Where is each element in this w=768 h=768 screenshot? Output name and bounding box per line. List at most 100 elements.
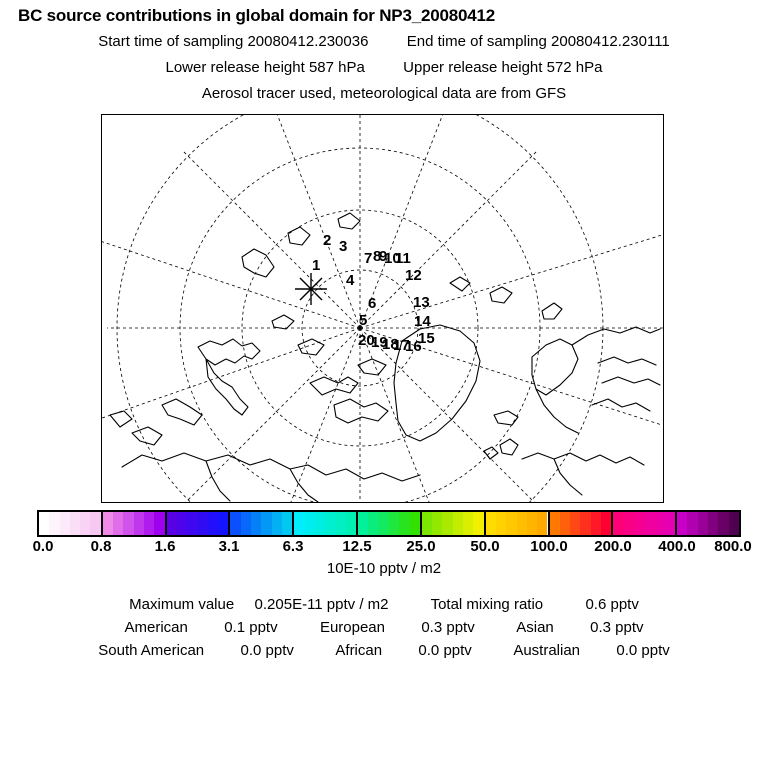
colorbar-step xyxy=(358,512,369,535)
colorbar-step xyxy=(687,512,698,535)
trajectory-label-16: 16 xyxy=(405,338,422,355)
colorbar-step xyxy=(526,512,538,535)
colorbar-segment-3 xyxy=(230,512,295,535)
sampling-time-row: Start time of sampling 20080412.230036 E… xyxy=(0,33,768,50)
longitude-graticule xyxy=(102,115,663,502)
trajectory-label-6: 6 xyxy=(368,295,377,312)
colorbar-step xyxy=(251,512,262,535)
colorbar-step xyxy=(432,512,443,535)
stats-row-regions-1: American 0.1 pptv European 0.3 pptv Asia… xyxy=(0,619,768,636)
colorbar-step xyxy=(207,512,219,535)
coastlines xyxy=(109,212,661,502)
colorbar-step xyxy=(261,512,272,535)
colorbar-step xyxy=(473,512,484,535)
colorbar-segment-0 xyxy=(39,512,103,535)
colorbar-segment-8 xyxy=(549,512,614,535)
colorbar-step xyxy=(633,512,645,535)
region-value-australian: 0.0 pptv xyxy=(616,642,670,659)
trajectory-label-15: 15 xyxy=(418,330,435,347)
trajectory-label-4: 4 xyxy=(346,272,355,289)
colorbar-step xyxy=(388,512,400,535)
colorbar-step xyxy=(59,512,70,535)
colorbar-step xyxy=(49,512,60,535)
colorbar-step xyxy=(144,512,155,535)
lower-release-value: 587 hPa xyxy=(308,59,365,76)
colorbar-tick-100.0: 100.0 xyxy=(530,538,568,555)
trajectory-label-20: 20 xyxy=(358,332,375,349)
region-value-european: 0.3 pptv xyxy=(421,619,475,636)
stats-row-regions-2: South American 0.0 pptv African 0.0 pptv… xyxy=(0,642,768,659)
start-time-label: Start time of sampling xyxy=(98,33,244,50)
colorbar-step xyxy=(154,512,165,535)
colorbar-tick-1.6: 1.6 xyxy=(154,538,176,555)
trajectory-label-17: 17 xyxy=(393,337,410,354)
colorbar-step xyxy=(69,512,81,535)
colorbar-step xyxy=(728,512,739,535)
region-value-american: 0.1 pptv xyxy=(224,619,278,636)
colorbar-step xyxy=(708,512,719,535)
colorbar-unit-label: 10E-10 pptv / m2 xyxy=(326,560,442,577)
colorbar-step xyxy=(613,512,624,535)
release-height-row: Lower release height 587 hPa Upper relea… xyxy=(0,59,768,76)
colorbar-segment-9 xyxy=(613,512,678,535)
upper-release-label: Upper release height xyxy=(403,59,543,76)
region-label-american: American xyxy=(124,619,188,636)
trajectory-label-19: 19 xyxy=(371,334,388,351)
colorbar-segment-4 xyxy=(294,512,359,535)
trajectory-label-9: 9 xyxy=(379,248,388,265)
colorbar-step xyxy=(600,512,612,535)
colorbar-step xyxy=(378,512,389,535)
max-value-value: 0.205E-11 pptv / m2 xyxy=(254,596,389,613)
colorbar-tick-3.1: 3.1 xyxy=(218,538,240,555)
colorbar-step xyxy=(559,512,571,535)
colorbar xyxy=(37,510,741,537)
colorbar-step xyxy=(271,512,282,535)
colorbar-step xyxy=(314,512,326,535)
colorbar-step xyxy=(485,512,496,535)
map-graphics xyxy=(102,115,663,502)
colorbar-tick-0.0: 0.0 xyxy=(32,538,54,555)
colorbar-step xyxy=(644,512,655,535)
colorbar-step xyxy=(654,512,665,535)
region-label-australian: Australian xyxy=(513,642,581,659)
colorbar-step xyxy=(123,512,134,535)
colorbar-step xyxy=(697,512,709,535)
colorbar-step xyxy=(325,512,336,535)
colorbar-segment-7 xyxy=(485,512,550,535)
colorbar-segment-5 xyxy=(358,512,422,535)
colorbar-step xyxy=(304,512,315,535)
colorbar-segment-1 xyxy=(102,512,167,535)
colorbar-tick-50.0: 50.0 xyxy=(470,538,500,555)
trajectory-label-14: 14 xyxy=(414,313,431,330)
trajectory-label-1: 1 xyxy=(312,257,321,274)
end-time-value: 20080412.230111 xyxy=(551,33,670,50)
colorbar-step xyxy=(409,512,420,535)
colorbar-step xyxy=(39,512,50,535)
colorbar-step xyxy=(463,512,474,535)
colorbar-step xyxy=(133,512,144,535)
colorbar-tick-25.0: 25.0 xyxy=(406,538,436,555)
colorbar-step xyxy=(516,512,527,535)
colorbar-step xyxy=(80,512,91,535)
trajectory-label-3: 3 xyxy=(339,238,348,255)
colorbar-step xyxy=(230,512,241,535)
colorbar-step xyxy=(452,512,464,535)
colorbar-step xyxy=(166,512,177,535)
colorbar-step xyxy=(506,512,517,535)
trajectory-label-10: 10 xyxy=(384,250,401,267)
trajectory-label-13: 13 xyxy=(413,294,430,311)
release-point-star-icon xyxy=(295,273,327,305)
colorbar-segment-6 xyxy=(421,512,486,535)
colorbar-step xyxy=(570,512,581,535)
region-label-south-american: South American xyxy=(98,642,205,659)
colorbar-tick-800.0: 800.0 xyxy=(714,538,752,555)
colorbar-step xyxy=(197,512,208,535)
total-mixing-ratio-value: 0.6 pptv xyxy=(585,596,639,613)
trajectory-label-12: 12 xyxy=(405,267,422,284)
colorbar-step xyxy=(368,512,379,535)
colorbar-tick-200.0: 200.0 xyxy=(594,538,632,555)
colorbar-step xyxy=(537,512,548,535)
colorbar-tick-0.8: 0.8 xyxy=(90,538,112,555)
colorbar-step xyxy=(677,512,688,535)
